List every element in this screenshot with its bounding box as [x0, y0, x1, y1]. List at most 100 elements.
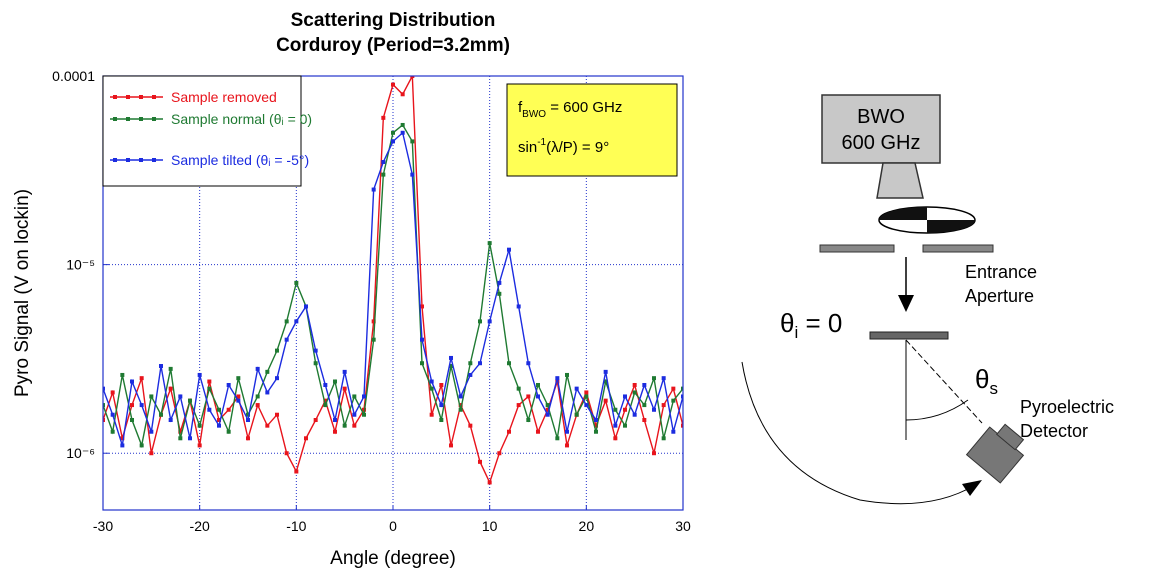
data-point: [420, 304, 424, 309]
data-point: [159, 364, 163, 369]
rotation-arc: [741, 361, 976, 505]
data-point: [671, 429, 676, 434]
data-point: [613, 407, 618, 412]
data-point: [255, 394, 260, 399]
data-point: [603, 398, 608, 403]
data-point: [594, 418, 598, 423]
data-point: [130, 379, 134, 384]
data-point: [487, 480, 492, 485]
data-point: [603, 379, 608, 384]
data-point: [613, 436, 618, 441]
detector-label: Detector: [1020, 421, 1088, 441]
data-point: [120, 372, 125, 377]
bwo-label: 600 GHz: [842, 132, 921, 154]
data-point: [458, 394, 463, 399]
data-point: [284, 337, 289, 342]
value: = 0: [798, 308, 842, 338]
data-point: [623, 423, 627, 428]
annotation-part: (λ/P) = 9°: [546, 139, 609, 156]
annotation-box: fBWO = 600 GHz sin-1(λ/P) = 9°: [506, 83, 678, 177]
data-point: [632, 390, 637, 395]
data-point: [555, 436, 560, 441]
arrow-head: [898, 295, 914, 312]
annotation: fBWO = 600 GHz: [518, 99, 622, 120]
x-tick-label: -10: [286, 518, 306, 534]
data-point: [468, 372, 473, 377]
data-point: [642, 418, 647, 423]
y-tick-label: 10⁻⁶: [66, 445, 95, 461]
data-point: [110, 429, 115, 434]
data-point: [352, 394, 357, 399]
legend-label: Sample removed: [171, 89, 277, 105]
data-point: [168, 366, 173, 371]
data-point: [439, 382, 444, 387]
data-point: [478, 361, 482, 366]
y-tick-label: 10⁻⁵: [66, 257, 95, 273]
data-point: [497, 291, 502, 296]
data-point: [284, 451, 289, 456]
data-point: [536, 429, 540, 434]
data-point: [149, 394, 154, 399]
data-point: [246, 418, 250, 423]
data-point: [110, 412, 115, 417]
series-group: [103, 76, 683, 485]
legend-marker: [113, 117, 117, 121]
data-point: [178, 429, 183, 434]
data-point: [623, 407, 627, 412]
data-point: [226, 382, 231, 387]
data-point: [623, 394, 627, 399]
aperture-left: [819, 244, 895, 253]
data-point: [168, 386, 173, 391]
detector: [965, 423, 1025, 484]
data-point: [333, 429, 337, 434]
data-point: [207, 379, 212, 384]
data-point: [103, 403, 105, 408]
data-point: [632, 412, 637, 417]
data-point: [236, 394, 241, 399]
data-point: [130, 418, 134, 423]
data-point: [391, 82, 395, 87]
x-tick-label: 20: [579, 518, 595, 534]
data-point: [594, 423, 598, 428]
data-point: [381, 115, 386, 120]
data-point: [681, 394, 683, 399]
data-point: [275, 348, 279, 353]
data-point: [516, 304, 521, 309]
data-point: [323, 403, 328, 408]
chart-title: Corduroy (Period=3.2mm): [276, 35, 510, 56]
data-point: [139, 376, 144, 381]
data-point: [371, 187, 376, 192]
data-point: [681, 386, 683, 391]
data-point: [178, 394, 183, 399]
data-point: [120, 443, 125, 448]
data-point: [652, 451, 656, 456]
legend-marker: [152, 158, 156, 162]
data-point: [478, 459, 482, 464]
theta: θ: [780, 308, 794, 338]
annotation-part: sin: [518, 139, 537, 156]
bwo-box: [821, 94, 941, 164]
data-point: [226, 407, 231, 412]
sample: [869, 331, 949, 340]
plot-border: [102, 75, 684, 511]
arc-head: [962, 480, 982, 496]
incidence-label: θi = 0: [780, 308, 842, 342]
data-point: [429, 379, 434, 384]
scatter-line: [905, 339, 983, 424]
legend-marker: [139, 117, 143, 121]
data-point: [536, 382, 540, 387]
data-point: [362, 412, 366, 417]
data-point: [681, 423, 683, 428]
data-point: [255, 366, 260, 371]
data-point: [110, 390, 115, 395]
data-point: [265, 423, 270, 428]
data-point: [275, 376, 279, 381]
data-point: [313, 418, 318, 423]
data-point: [139, 403, 144, 408]
data-point: [139, 443, 144, 448]
x-tick-label: -30: [93, 518, 113, 534]
x-tick-label: 0: [389, 518, 397, 534]
data-point: [103, 418, 105, 423]
data-point: [526, 361, 531, 366]
data-point: [391, 139, 395, 144]
